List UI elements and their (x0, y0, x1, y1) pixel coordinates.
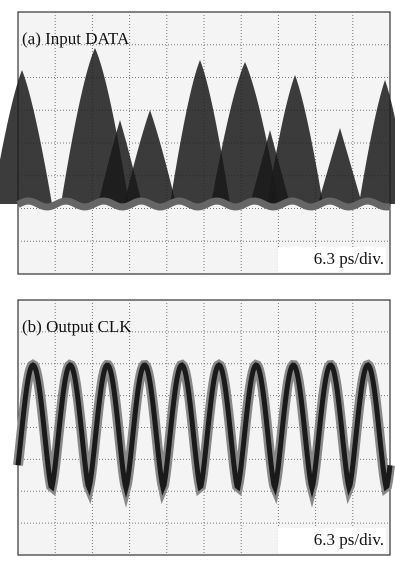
scale-label: 6.3 ps/div. (314, 530, 384, 549)
panel-label: (b) Output CLK (22, 317, 132, 336)
panel-a: (a) Input DATA 6.3 ps/div. (0, 11, 395, 275)
waveform (318, 128, 362, 204)
waveform (359, 80, 395, 204)
waveform (250, 130, 290, 204)
panel-label: (a) Input DATA (22, 29, 130, 48)
scale-box (278, 247, 386, 272)
waveform (170, 60, 230, 204)
waveform (98, 120, 142, 204)
panel-b: (b) Output CLK 6.3 ps/div. (13, 299, 395, 556)
waveform (15, 362, 393, 498)
waveform-baseline (16, 197, 391, 211)
waveform (124, 110, 176, 204)
waveform (0, 70, 52, 204)
scale-label: 6.3 ps/div. (314, 249, 384, 268)
scale-box (278, 528, 386, 553)
